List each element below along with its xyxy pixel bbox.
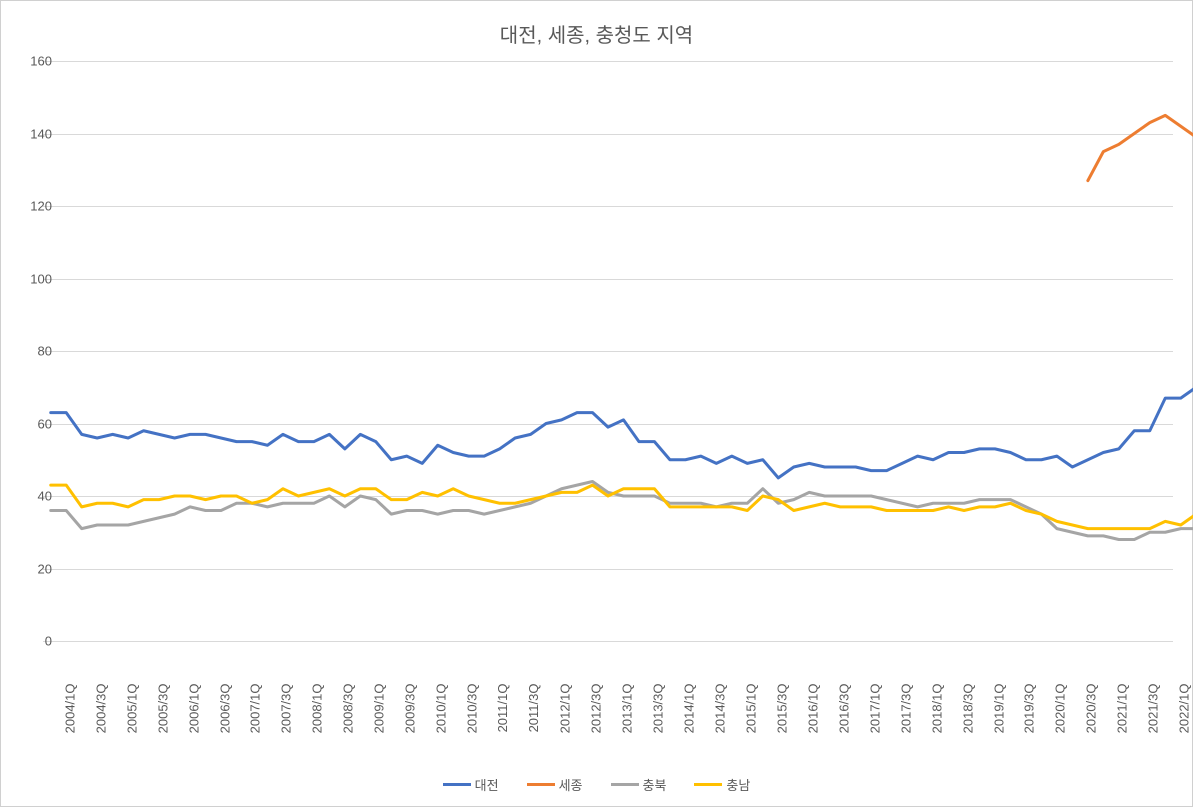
x-axis-tick-label: 2020/1Q — [1053, 684, 1068, 734]
legend: 대전 세종 충북 충남 — [1, 775, 1192, 794]
x-axis-tick-label: 2008/3Q — [341, 684, 356, 734]
x-axis-tick-label: 2016/1Q — [805, 684, 820, 734]
y-axis-tick-label: 100 — [22, 271, 52, 286]
line-series-svg — [43, 61, 1173, 641]
x-axis-tick-label: 2006/1Q — [186, 684, 201, 734]
legend-item: 세종 — [527, 775, 583, 794]
y-axis-tick-label: 20 — [22, 561, 52, 576]
legend-label: 세종 — [559, 775, 583, 794]
x-axis-tick-label: 2012/1Q — [558, 684, 573, 734]
x-axis-tick-label: 2021/3Q — [1146, 684, 1161, 734]
x-axis-tick-label: 2005/3Q — [155, 684, 170, 734]
y-axis-tick-label: 0 — [22, 634, 52, 649]
legend-swatch — [443, 783, 471, 786]
y-axis-tick-label: 160 — [22, 54, 52, 69]
x-axis-tick-label: 2012/3Q — [588, 684, 603, 734]
x-axis-tick-label: 2013/1Q — [619, 684, 634, 734]
y-axis-tick-label: 60 — [22, 416, 52, 431]
x-axis-tick-label: 2011/3Q — [526, 684, 541, 733]
legend-label: 대전 — [475, 775, 499, 794]
x-axis-tick-label: 2015/3Q — [774, 684, 789, 734]
x-axis-tick-label: 2015/1Q — [743, 684, 758, 734]
x-axis-tick-label: 2004/1Q — [62, 684, 77, 734]
chart-container: 대전, 세종, 충청도 지역 0 20 40 60 80 100 120 140 160 200… — [0, 0, 1193, 807]
legend-item: 대전 — [443, 775, 499, 794]
legend-label: 충남 — [726, 775, 750, 794]
x-axis-tick-label: 2011/1Q — [495, 684, 510, 733]
x-axis-tick-label: 2016/3Q — [836, 684, 851, 734]
x-axis-tick-label: 2004/3Q — [93, 684, 108, 734]
x-axis-tick-label: 2005/1Q — [124, 684, 139, 734]
legend-swatch — [611, 783, 639, 786]
x-axis-tick-label: 2008/1Q — [310, 684, 325, 734]
legend-item: 충남 — [694, 775, 750, 794]
legend-swatch — [694, 783, 722, 786]
x-axis-tick-label: 2014/1Q — [681, 684, 696, 734]
y-axis-tick-label: 80 — [22, 344, 52, 359]
chart-title: 대전, 세종, 충청도 지역 — [1, 19, 1192, 48]
x-axis-tick-label: 2007/1Q — [248, 684, 263, 734]
series-line — [51, 485, 1193, 529]
x-axis-tick-label: 2018/1Q — [929, 684, 944, 734]
x-axis-tick-label: 2009/1Q — [372, 684, 387, 734]
x-axis-tick-label: 2021/1Q — [1115, 684, 1130, 734]
x-axis-tick-label: 2014/3Q — [712, 684, 727, 734]
x-axis-tick-label: 2013/3Q — [650, 684, 665, 734]
x-axis-tick-label: 2022/1Q — [1177, 684, 1192, 734]
y-axis-tick-label: 140 — [22, 126, 52, 141]
plot-area — [43, 61, 1173, 641]
legend-swatch — [527, 783, 555, 786]
x-axis-tick-label: 2010/1Q — [434, 684, 449, 734]
x-axis-tick-label: 2019/1Q — [991, 684, 1006, 734]
series-line — [1088, 115, 1193, 180]
x-axis-tick-label: 2017/3Q — [898, 684, 913, 734]
x-axis-tick-label: 2007/3Q — [279, 684, 294, 734]
gridline — [43, 641, 1173, 642]
x-axis-tick-label: 2010/3Q — [465, 684, 480, 734]
x-axis-tick-label: 2018/3Q — [960, 684, 975, 734]
legend-item: 충북 — [611, 775, 667, 794]
legend-label: 충북 — [643, 775, 667, 794]
series-line — [51, 337, 1193, 478]
y-axis-tick-label: 120 — [22, 199, 52, 214]
x-axis-tick-label: 2009/3Q — [403, 684, 418, 734]
x-axis-tick-label: 2006/3Q — [217, 684, 232, 734]
y-axis-tick-label: 40 — [22, 489, 52, 504]
x-axis-tick-label: 2020/3Q — [1084, 684, 1099, 734]
x-axis-tick-label: 2017/1Q — [867, 684, 882, 734]
x-axis-tick-label: 2019/3Q — [1022, 684, 1037, 734]
